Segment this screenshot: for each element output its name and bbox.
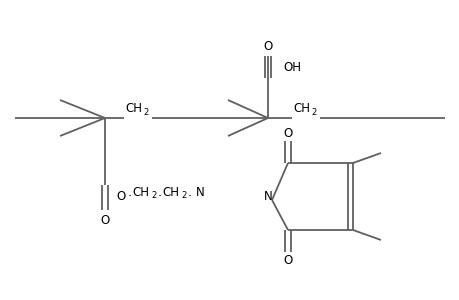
Text: CH: CH [132, 185, 149, 199]
Text: CH: CH [162, 185, 179, 199]
Text: ·: · [157, 190, 162, 203]
Text: CH: CH [125, 101, 142, 115]
Text: O: O [100, 214, 109, 226]
Text: OH: OH [282, 61, 300, 74]
Text: N: N [263, 190, 272, 203]
Text: O: O [283, 254, 292, 266]
Text: 2: 2 [181, 191, 186, 200]
Text: ·: · [188, 190, 192, 203]
Text: 2: 2 [143, 107, 148, 116]
Text: O: O [116, 190, 125, 203]
Text: 2: 2 [151, 191, 157, 200]
Text: O: O [283, 127, 292, 140]
Text: ·: · [128, 190, 132, 203]
Text: O: O [263, 40, 272, 52]
Text: CH: CH [293, 101, 310, 115]
Text: N: N [195, 187, 204, 200]
Text: 2: 2 [311, 107, 316, 116]
